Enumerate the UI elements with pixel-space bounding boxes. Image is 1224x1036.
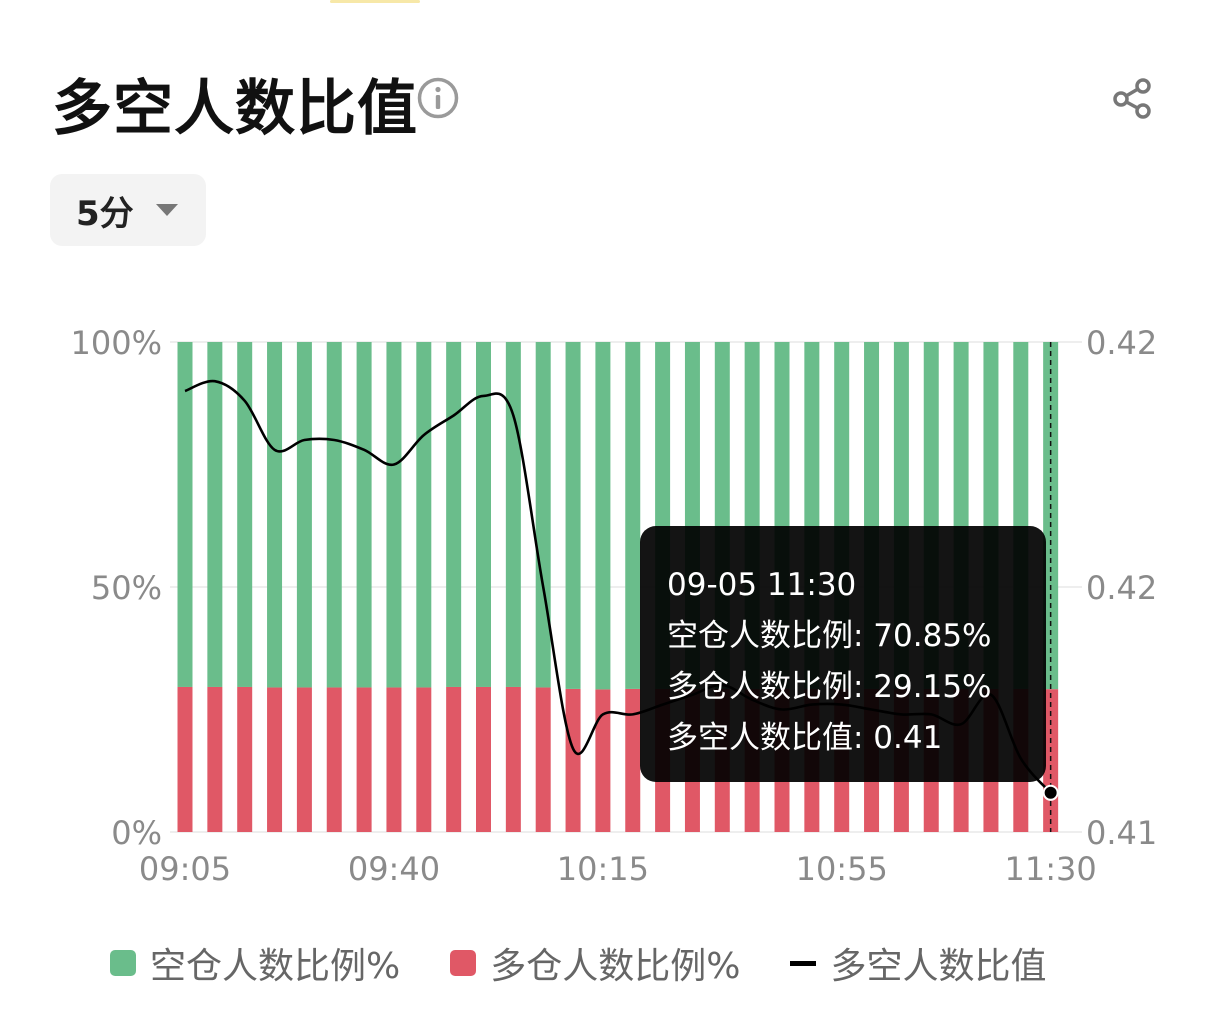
info-circle-icon[interactable] bbox=[416, 76, 460, 120]
y-left-tick-label: 0% bbox=[111, 814, 162, 852]
bar-long bbox=[177, 686, 193, 832]
bar-short bbox=[565, 342, 581, 689]
y-left-tick-label: 50% bbox=[91, 569, 162, 607]
x-tick-label: 10:15 bbox=[557, 850, 649, 888]
legend-item-short[interactable]: 空仓人数比例% bbox=[110, 937, 400, 989]
interval-selected-label: 5分 bbox=[76, 193, 134, 234]
legend-item-long[interactable]: 多仓人数比例% bbox=[450, 937, 740, 989]
bar-long bbox=[595, 689, 611, 832]
bar-short bbox=[296, 342, 312, 688]
top-accent-bar bbox=[330, 0, 420, 3]
bar-long bbox=[416, 687, 432, 832]
y-right-tick-label: 0.41 bbox=[1086, 814, 1157, 852]
bar-long bbox=[535, 687, 551, 832]
legend-item-ratio[interactable]: 多空人数比值 bbox=[790, 937, 1046, 989]
bar-short bbox=[416, 342, 432, 688]
bar-long bbox=[326, 687, 342, 832]
chart-legend: 空仓人数比例% 多仓人数比例% 多空人数比值 bbox=[110, 938, 1046, 988]
bar-short bbox=[505, 342, 521, 687]
legend-swatch-long bbox=[450, 950, 477, 976]
tooltip-long-row: 多仓人数比例: 29.15% bbox=[667, 669, 992, 705]
y-right-tick-label: 0.42 bbox=[1086, 324, 1157, 362]
tooltip-ratio-row: 多空人数比值: 0.41 bbox=[667, 720, 943, 756]
bar-long bbox=[505, 686, 521, 832]
chart-tooltip: 09-05 11:30 空仓人数比例: 70.85% 多仓人数比例: 29.15… bbox=[640, 526, 1046, 782]
bar-short bbox=[476, 342, 491, 687]
legend-label-long: 多仓人数比例% bbox=[490, 946, 741, 987]
bar-long bbox=[625, 688, 641, 832]
tooltip-short-row: 空仓人数比例: 70.85% bbox=[667, 618, 992, 654]
bar-long bbox=[386, 687, 402, 832]
legend-swatch-short bbox=[110, 950, 136, 976]
bar-short bbox=[237, 342, 253, 687]
bar-short bbox=[207, 342, 223, 687]
legend-label-ratio: 多空人数比值 bbox=[830, 946, 1047, 987]
bar-long bbox=[476, 686, 491, 832]
x-tick-label: 09:05 bbox=[139, 850, 231, 888]
page-title: 多空人数比值 bbox=[52, 74, 418, 144]
x-tick-label: 10:55 bbox=[796, 850, 888, 888]
bar-short bbox=[595, 342, 611, 690]
bar-short bbox=[386, 342, 402, 688]
tooltip-time: 09-05 11:30 bbox=[667, 567, 857, 603]
bar-long bbox=[296, 687, 312, 832]
bar-short bbox=[535, 342, 551, 688]
interval-dropdown[interactable]: 5分 bbox=[50, 174, 206, 246]
bar-long bbox=[207, 686, 223, 832]
bar-short bbox=[267, 342, 283, 688]
bar-long bbox=[565, 688, 581, 832]
ratio-highlight-dot bbox=[1042, 784, 1059, 801]
bar-short bbox=[356, 342, 372, 688]
share-icon[interactable] bbox=[1108, 74, 1156, 122]
bar-long bbox=[237, 686, 253, 832]
bar-short bbox=[625, 342, 641, 689]
legend-label-short: 空仓人数比例% bbox=[150, 946, 401, 987]
legend-line-ratio bbox=[790, 960, 817, 966]
bar-long bbox=[446, 686, 462, 832]
bar-short bbox=[326, 342, 342, 688]
chevron-down-icon bbox=[155, 204, 178, 216]
bar-long bbox=[356, 687, 372, 832]
x-tick-label: 09:40 bbox=[348, 850, 440, 888]
bar-short bbox=[177, 342, 193, 687]
y-right-tick-label: 0.42 bbox=[1086, 569, 1157, 607]
x-tick-label: 11:30 bbox=[1005, 850, 1097, 888]
bar-short bbox=[446, 342, 462, 687]
y-left-tick-label: 100% bbox=[71, 324, 162, 362]
bar-long bbox=[267, 687, 283, 832]
